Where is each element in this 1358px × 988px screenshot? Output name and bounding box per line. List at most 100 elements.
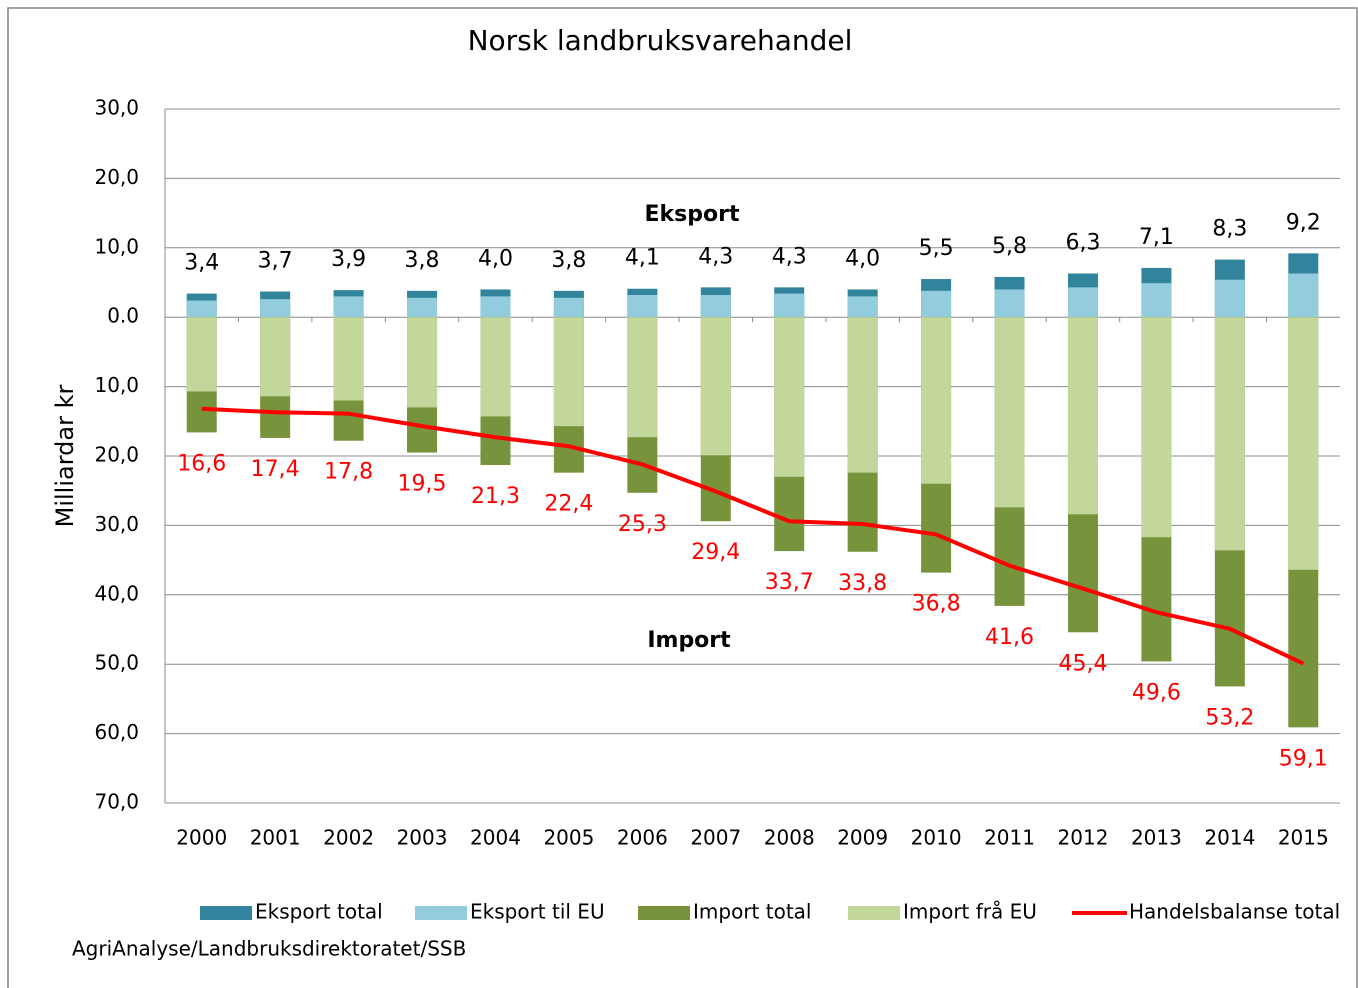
x-tick-label: 2006 bbox=[617, 826, 668, 850]
bar bbox=[1141, 317, 1172, 538]
legend-label: Handelsbalanse total bbox=[1129, 900, 1340, 924]
data-label: 19,5 bbox=[398, 472, 447, 497]
bar bbox=[1067, 287, 1098, 318]
legend-swatch bbox=[200, 906, 252, 920]
bar bbox=[1214, 279, 1245, 318]
legend-label: Import total bbox=[693, 900, 811, 924]
data-label: 3,7 bbox=[258, 249, 293, 274]
bar bbox=[1288, 317, 1319, 570]
bar bbox=[1288, 273, 1319, 318]
bar bbox=[407, 317, 438, 408]
source: AgriAnalyse/Landbruksdirektoratet/SSB bbox=[72, 937, 466, 961]
data-label: 4,0 bbox=[478, 246, 513, 271]
legend-label: Eksport total bbox=[255, 900, 383, 924]
x-tick-label: 2000 bbox=[176, 826, 227, 850]
legend-label: Eksport til EU bbox=[470, 900, 605, 924]
data-label: 22,4 bbox=[544, 492, 593, 517]
chart-title: Norsk landbruksvarehandel bbox=[468, 24, 853, 57]
y-tick-label: 30,0 bbox=[94, 96, 139, 120]
y-tick-label: 30,0 bbox=[94, 512, 139, 536]
x-tick-label: 2001 bbox=[250, 826, 301, 850]
y-tick-label: 10,0 bbox=[94, 234, 139, 258]
x-tick-label: 2012 bbox=[1058, 826, 1109, 850]
y-axis-label: Milliardar kr bbox=[51, 385, 79, 528]
legend-label: Import frå EU bbox=[903, 900, 1037, 924]
annotation: Import bbox=[647, 628, 731, 653]
bar bbox=[921, 317, 952, 484]
x-tick-label: 2011 bbox=[984, 826, 1035, 850]
y-tick-label: 50,0 bbox=[94, 651, 139, 675]
data-label: 36,8 bbox=[912, 592, 961, 617]
data-label: 5,8 bbox=[992, 234, 1027, 259]
bar bbox=[480, 317, 511, 417]
x-tick-label: 2010 bbox=[911, 826, 962, 850]
bar bbox=[333, 296, 364, 318]
legend-swatch bbox=[415, 906, 467, 920]
data-label: 16,6 bbox=[177, 451, 226, 476]
x-tick-label: 2005 bbox=[543, 826, 594, 850]
data-label: 3,9 bbox=[331, 247, 366, 272]
data-label: 59,1 bbox=[1279, 746, 1328, 771]
bar bbox=[994, 317, 1025, 508]
x-tick-label: 2004 bbox=[470, 826, 521, 850]
bar bbox=[260, 299, 291, 318]
data-label: 41,6 bbox=[985, 625, 1034, 650]
bar bbox=[186, 317, 217, 392]
bar bbox=[700, 294, 731, 318]
x-tick-label: 2008 bbox=[764, 826, 815, 850]
bar bbox=[1141, 283, 1172, 318]
bar bbox=[186, 300, 217, 318]
bar bbox=[627, 294, 658, 318]
data-label: 25,3 bbox=[618, 512, 667, 537]
data-label: 33,8 bbox=[838, 571, 887, 596]
bar bbox=[921, 290, 952, 318]
data-label: 5,5 bbox=[919, 236, 954, 261]
bar bbox=[774, 317, 805, 477]
chart-border bbox=[7, 7, 1358, 988]
data-label: 49,6 bbox=[1132, 680, 1181, 705]
y-tick-label: 70,0 bbox=[94, 790, 139, 814]
legend-swatch bbox=[848, 906, 900, 920]
bar bbox=[627, 317, 658, 438]
bar bbox=[1067, 317, 1098, 515]
data-label: 29,4 bbox=[691, 540, 740, 565]
y-tick-label: 20,0 bbox=[94, 165, 139, 189]
bar bbox=[1214, 317, 1245, 551]
data-label: 3,8 bbox=[551, 248, 586, 273]
y-tick-label: 20,0 bbox=[94, 443, 139, 467]
data-label: 17,8 bbox=[324, 460, 373, 485]
data-label: 45,4 bbox=[1058, 651, 1107, 676]
data-label: 9,2 bbox=[1286, 210, 1321, 235]
x-tick-label: 2003 bbox=[397, 826, 448, 850]
data-label: 21,3 bbox=[471, 484, 520, 509]
line bbox=[201, 406, 1305, 666]
data-label: 4,3 bbox=[772, 244, 807, 269]
annotation: Eksport bbox=[645, 202, 740, 227]
x-tick-label: 2009 bbox=[837, 826, 888, 850]
data-label: 17,4 bbox=[251, 457, 300, 482]
data-label: 4,3 bbox=[698, 244, 733, 269]
legend-swatch bbox=[638, 906, 690, 920]
x-tick-label: 2002 bbox=[323, 826, 374, 850]
x-tick-label: 2014 bbox=[1204, 826, 1255, 850]
bar bbox=[260, 317, 291, 397]
x-tick-label: 2015 bbox=[1278, 826, 1329, 850]
bar bbox=[700, 317, 731, 456]
data-label: 6,3 bbox=[1065, 230, 1100, 255]
bar bbox=[847, 296, 878, 318]
bar bbox=[553, 317, 584, 427]
bar bbox=[333, 317, 364, 401]
bar bbox=[847, 317, 878, 473]
x-tick-label: 2013 bbox=[1131, 826, 1182, 850]
data-label: 3,8 bbox=[405, 248, 440, 273]
data-label: 7,1 bbox=[1139, 225, 1174, 250]
bar bbox=[407, 297, 438, 318]
data-label: 8,3 bbox=[1212, 217, 1247, 242]
data-label: 33,7 bbox=[765, 570, 814, 595]
data-label: 4,0 bbox=[845, 246, 880, 271]
y-tick-label: 0.0 bbox=[107, 304, 139, 328]
bar bbox=[994, 289, 1025, 318]
data-label: 53,2 bbox=[1205, 705, 1254, 730]
bar bbox=[553, 297, 584, 318]
y-tick-label: 10,0 bbox=[94, 373, 139, 397]
